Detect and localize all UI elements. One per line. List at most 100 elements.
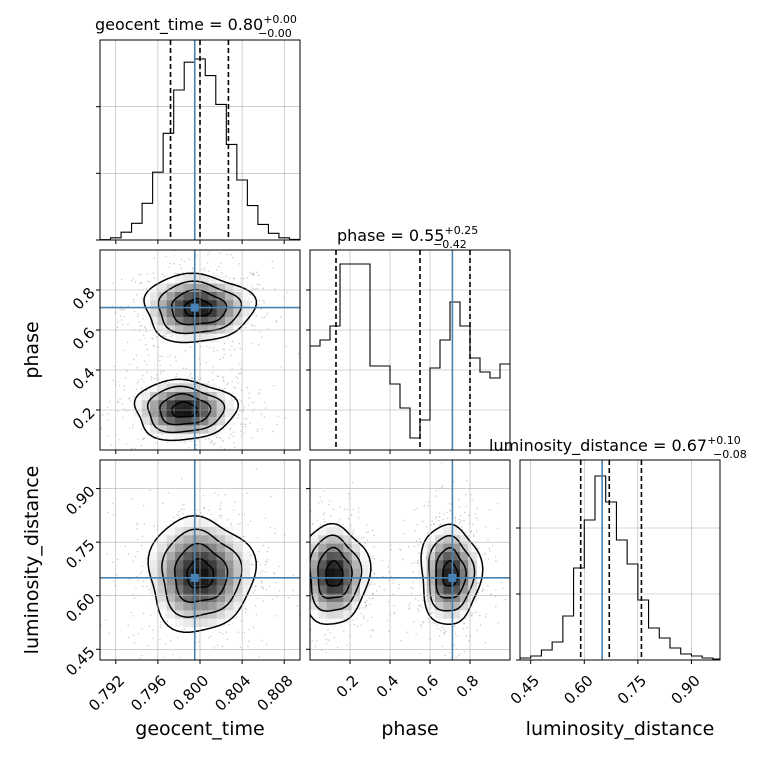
density-cell (208, 543, 217, 552)
sample-point (446, 511, 448, 514)
density-cell (175, 416, 184, 426)
sample-point (123, 309, 126, 311)
sample-point (388, 570, 390, 573)
density-cell (435, 560, 444, 569)
density-cell (233, 316, 242, 326)
density-cell (216, 325, 226, 334)
sample-point (136, 575, 138, 578)
sample-point (369, 603, 371, 606)
sample-point (292, 589, 294, 592)
sample-point (294, 527, 295, 528)
sample-point (290, 610, 291, 611)
density-cell (158, 551, 167, 561)
sample-point (136, 382, 138, 384)
density-cell (141, 425, 151, 434)
density-cell (310, 610, 319, 619)
sample-point (495, 588, 497, 591)
sample-point (230, 524, 232, 526)
sample-point (251, 324, 253, 327)
density-cell (326, 610, 336, 619)
sample-point (363, 536, 365, 539)
density-cell (175, 325, 184, 334)
sample-point (300, 588, 301, 589)
density-cell (343, 610, 352, 619)
sample-point (162, 334, 164, 336)
sample-point (393, 611, 396, 614)
density-cell (216, 518, 226, 527)
sample-point (223, 448, 225, 450)
density-cell (233, 601, 242, 611)
density-cell (310, 543, 319, 552)
sample-point (142, 375, 144, 377)
density-cell (200, 576, 209, 586)
sample-point (390, 548, 393, 551)
density-cell (208, 316, 217, 326)
density-cell (150, 593, 159, 602)
sample-point (182, 629, 184, 631)
sample-point (198, 640, 200, 643)
density-cell (158, 425, 167, 434)
density-cell (208, 535, 217, 544)
sample-point (242, 432, 245, 435)
sample-point (258, 283, 261, 286)
density-cell (166, 601, 176, 611)
sample-point (370, 635, 372, 638)
density-cell (426, 543, 436, 552)
sample-point (134, 447, 136, 450)
sample-point (223, 380, 225, 383)
sample-point (234, 611, 237, 613)
sample-point (497, 502, 499, 505)
sample-point (436, 624, 438, 626)
density-cell (200, 383, 209, 392)
tick-label-y-phase: 0.6 (69, 324, 99, 354)
sample-point (231, 368, 233, 370)
density-cell (166, 408, 176, 417)
sample-point (441, 486, 443, 488)
sample-point (308, 602, 309, 603)
density-cell (451, 593, 461, 602)
sample-point (393, 613, 395, 615)
density-cell (158, 543, 167, 552)
axis-label-y-luminosity-distance: luminosity_distance (21, 466, 43, 655)
sample-point (146, 666, 147, 667)
density-cell (343, 535, 352, 544)
sample-point (337, 646, 339, 649)
density-cell (175, 610, 184, 619)
sample-point (306, 616, 307, 617)
sample-point (287, 597, 290, 599)
sample-point (184, 442, 186, 444)
sample-point (239, 348, 242, 350)
sample-point (244, 607, 246, 610)
density-cell (435, 543, 444, 552)
sample-point (323, 490, 325, 492)
tick-label-x-phase: 0.4 (373, 672, 403, 702)
sample-point (470, 615, 472, 617)
density-cell (191, 291, 201, 301)
sample-point (140, 428, 142, 430)
density-cell (175, 275, 184, 284)
sample-point (305, 585, 306, 586)
contour-line (310, 522, 372, 625)
sample-point (329, 514, 332, 517)
sample-point (308, 575, 309, 576)
density-cell (241, 291, 251, 301)
sample-point (463, 622, 465, 625)
density-cell (241, 300, 251, 309)
sample-point (485, 616, 487, 618)
sample-point (132, 427, 134, 429)
sample-point (136, 367, 138, 369)
sample-point (366, 539, 368, 542)
sample-point (232, 509, 235, 511)
sample-point (337, 521, 339, 523)
sample-point (476, 629, 478, 632)
sample-point (302, 620, 303, 621)
sample-point (205, 361, 207, 364)
sample-point (123, 316, 125, 318)
density-cell (208, 416, 217, 426)
density-cell (191, 560, 201, 569)
sample-point (386, 620, 388, 622)
density-cell (166, 551, 176, 561)
density-cell (216, 400, 226, 409)
sample-point (214, 434, 216, 436)
sample-point (101, 414, 104, 416)
